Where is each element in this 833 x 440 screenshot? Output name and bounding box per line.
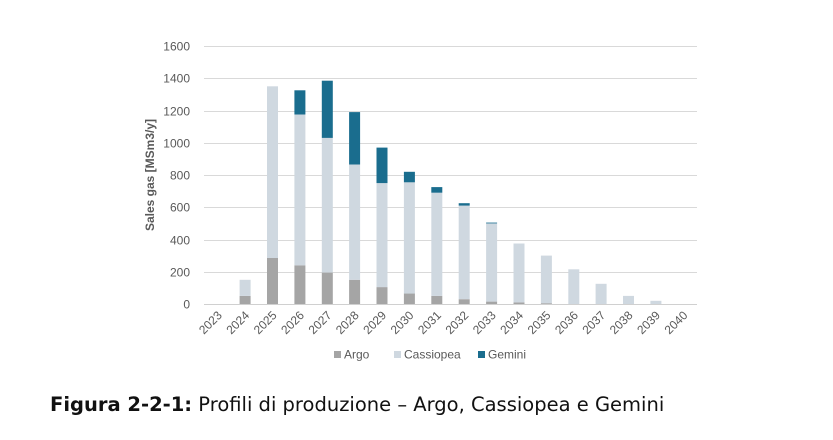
legend-swatch [478,351,485,358]
bar-segment-cassiopea [321,137,333,273]
figure-caption: Figura 2-2-1: Profili di produzione – Ar… [50,393,810,416]
legend-label: Argo [344,348,370,362]
bar-segment-cassiopea [513,243,525,303]
legend-item-argo: Argo [334,348,370,362]
y-axis-title: Sales gas [MSm3/y] [143,119,157,231]
bar-segment-cassiopea [568,269,580,304]
bar-segment-argo [540,303,552,304]
legend-item-gemini: Gemini [478,348,526,362]
bar-segment-argo [403,293,415,304]
x-tick-label: 2032 [443,308,472,337]
bar-segment-argo [267,258,278,304]
x-tick-label: 2039 [634,308,663,337]
legend-label: Cassiopea [404,348,461,362]
x-tick-label: 2033 [470,308,499,337]
y-axis-ticks: 0 200 400 600 800 1000 1200 1400 1600 [163,40,190,312]
bar-segment-argo [239,295,251,304]
x-tick-label: 2027 [306,308,335,337]
bar-segment-gemini [403,171,415,183]
y-tick-label: 800 [170,169,190,183]
x-tick-label: 2023 [196,308,225,337]
bar-segment-cassiopea [595,283,607,304]
y-tick-label: 200 [170,266,190,280]
bar-segment-argo [376,287,388,304]
bar-segment-cassiopea [540,255,552,304]
bar-segment-cassiopea [239,279,251,296]
bar-segment-gemini [431,187,443,193]
bar-segment-argo [294,265,306,304]
x-tick-label: 2029 [360,308,389,337]
y-tick-label: 0 [183,298,190,312]
bar-segment-argo [458,299,470,304]
caption-label: Figura 2-2-1: [50,393,193,416]
x-tick-label: 2026 [278,308,307,337]
bar-segment-cassiopea [403,182,415,294]
legend: Argo Cassiopea Gemini [334,348,526,362]
x-tick-label: 2040 [662,308,691,337]
x-tick-label: 2035 [525,308,554,337]
bar-segment-argo [431,295,443,304]
bar-segment-cassiopea [349,164,361,280]
x-tick-label: 2030 [388,308,417,337]
bar-segment-gemini [376,147,388,184]
bar-segment-argo [349,279,361,304]
y-tick-label: 1200 [163,105,190,119]
y-tick-label: 1400 [163,72,190,86]
bar-segment-cassiopea [376,183,388,288]
bar-segment-argo [486,301,498,304]
bar-segment-gemini [321,80,333,138]
bar-segment-cassiopea [486,223,498,302]
bar-segment-cassiopea [294,114,306,266]
legend-swatch [394,351,401,358]
legend-item-cassiopea: Cassiopea [394,348,461,362]
bar-segment-cassiopea [458,205,470,300]
x-tick-label: 2034 [497,308,526,337]
caption-text: Profili di produzione – Argo, Cassiopea … [192,393,665,416]
bar-series [239,80,662,304]
x-tick-label: 2038 [607,308,636,337]
x-tick-label: 2036 [552,308,581,337]
y-tick-label: 400 [170,234,190,248]
bar-segment-gemini [294,90,306,115]
bar-segment-gemini [349,112,361,165]
bar-segment-argo [513,302,525,304]
bar-segment-gemini [458,203,470,206]
x-tick-label: 2025 [251,308,280,337]
bar-segment-cassiopea [431,192,443,296]
bar-segment-argo [321,272,333,304]
bar-segment-cassiopea [650,300,662,304]
x-tick-label: 2031 [415,308,444,337]
legend-label: Gemini [488,348,526,362]
y-tick-label: 1000 [163,137,190,151]
bar-segment-gemini [486,222,498,224]
bar-segment-cassiopea [267,86,278,258]
y-tick-label: 1600 [163,40,190,54]
y-tick-label: 600 [170,201,190,215]
x-tick-label: 2028 [333,308,362,337]
x-tick-label: 2037 [579,308,608,337]
x-axis-ticks: 2023202420252026202720282029203020312032… [196,308,691,337]
legend-swatch [334,351,341,358]
x-tick-label: 2024 [223,308,252,337]
bar-segment-cassiopea [623,295,634,304]
gridlines [204,46,697,305]
